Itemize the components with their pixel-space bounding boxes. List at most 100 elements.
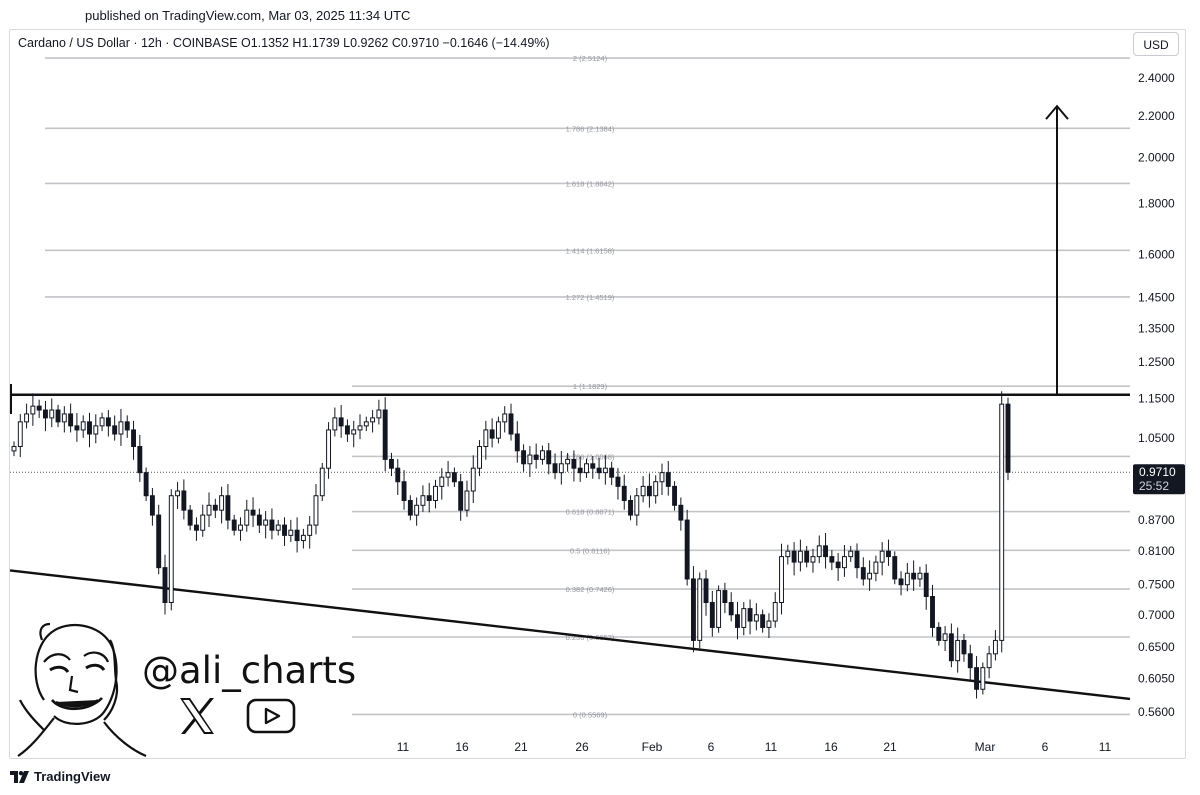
- candle-body: [300, 534, 306, 542]
- candle-body: [634, 495, 640, 516]
- time-tick-label: 26: [575, 740, 589, 754]
- candle-body: [74, 425, 80, 431]
- candle-body: [621, 485, 627, 501]
- candle-body: [338, 417, 344, 427]
- candle-body: [653, 481, 659, 497]
- candle-body: [766, 620, 772, 628]
- candle-body: [741, 608, 747, 628]
- candle-body: [829, 556, 835, 563]
- candle-body: [992, 639, 998, 655]
- price-tick-label: 0.7500: [1138, 578, 1175, 592]
- candle-body: [414, 504, 420, 516]
- candle-body: [250, 509, 256, 516]
- candle-body: [351, 429, 357, 435]
- candle-body: [577, 467, 583, 474]
- price-axis: 2.4000 2.2000 2.0000 1.8000 1.6000 1.4500 1.35…: [1138, 71, 1175, 719]
- candle-body: [823, 545, 829, 558]
- time-tick-label: 6: [708, 740, 715, 754]
- candle-body: [55, 409, 61, 423]
- candle-body: [942, 633, 948, 641]
- candle-body: [835, 561, 841, 569]
- candle-body: [753, 614, 759, 622]
- candle-body: [219, 495, 225, 511]
- price-tick-label: 0.8100: [1138, 544, 1175, 558]
- candle-body: [735, 614, 740, 628]
- candle-body: [514, 433, 520, 452]
- candle-body: [898, 578, 904, 586]
- candle-body: [344, 425, 350, 435]
- candle-body: [980, 667, 986, 690]
- candle-body: [540, 450, 545, 460]
- candle-body: [999, 403, 1005, 641]
- price-tick-label: 0.8700: [1138, 513, 1175, 527]
- chart-legend: Cardano / US Dollar · 12h · COINBASE O1.…: [18, 36, 550, 50]
- candle-body: [961, 639, 967, 655]
- price-badge-countdown: 25:52: [1139, 479, 1169, 493]
- candle-body: [716, 590, 722, 628]
- tradingview-brand-name: TradingView: [34, 769, 111, 784]
- x-logo-icon: [180, 698, 214, 734]
- tradingview-logo-icon: [10, 770, 29, 783]
- candle-body: [238, 524, 243, 531]
- candle-body: [892, 556, 898, 580]
- price-badge-value: 0.9710: [1139, 465, 1176, 479]
- price-tick-label: 1.1500: [1138, 392, 1175, 406]
- candle-body: [382, 409, 388, 460]
- candle-body: [728, 602, 734, 616]
- candle-body: [212, 504, 218, 511]
- candle-body: [1005, 403, 1011, 473]
- candle-body: [678, 504, 684, 521]
- candle-body: [168, 495, 174, 604]
- candle-body: [225, 495, 231, 521]
- candle-body: [244, 509, 250, 526]
- candle-body: [357, 425, 363, 431]
- trend-lines: [9, 104, 1131, 701]
- candle-body: [458, 481, 464, 511]
- tradingview-brand[interactable]: TradingView: [10, 769, 110, 784]
- candle-body: [124, 421, 130, 431]
- candle-body: [521, 450, 527, 465]
- candle-body: [420, 495, 426, 506]
- candle-body: [779, 556, 784, 604]
- candle-body: [867, 572, 873, 580]
- candle-body: [722, 590, 728, 604]
- candles: [11, 391, 1011, 699]
- candle-body: [955, 639, 961, 662]
- candle-body: [200, 514, 206, 531]
- candle-body: [848, 550, 854, 558]
- candle-body: [30, 405, 36, 415]
- candle-body: [596, 467, 602, 474]
- candle-body: [231, 519, 237, 531]
- candle-body: [747, 608, 753, 622]
- time-tick-label: 21: [883, 740, 897, 754]
- time-axis: 11 16 21 26 Feb 6 11 16 21 Mar 6 11: [397, 740, 1112, 754]
- currency-button[interactable]: USD: [1133, 32, 1179, 56]
- candle-body: [904, 572, 910, 586]
- candle-body: [886, 550, 891, 558]
- price-tick-label: 2.2000: [1138, 109, 1175, 123]
- cartoon-face-icon: [17, 622, 147, 758]
- candle-body: [143, 472, 149, 497]
- candle-body: [974, 667, 979, 690]
- candle-body: [936, 626, 942, 641]
- candle-body: [810, 556, 816, 563]
- candle-body: [854, 550, 860, 569]
- published-note: published on TradingView.com, Mar 03, 20…: [85, 8, 411, 23]
- fib-levels: 2 (2.5124) 1.786 (2.1384) 1.618 (1.8842) 1.…: [45, 54, 1130, 719]
- candle-body: [118, 421, 124, 435]
- candle-body: [690, 578, 696, 641]
- fib-level-label: 1.618 (1.8842): [566, 179, 615, 188]
- price-tick-label: 0.7000: [1138, 608, 1175, 622]
- fib-level-label: 0.786 (1.0068): [566, 452, 615, 461]
- candle-body: [571, 458, 577, 469]
- candle-body: [206, 504, 212, 516]
- candle-body: [36, 405, 42, 411]
- candle-body: [628, 499, 633, 516]
- candle-body: [841, 556, 847, 569]
- candle-body: [319, 467, 325, 497]
- candle-body: [395, 467, 401, 483]
- candle-body: [131, 429, 136, 448]
- candle-body: [659, 472, 665, 483]
